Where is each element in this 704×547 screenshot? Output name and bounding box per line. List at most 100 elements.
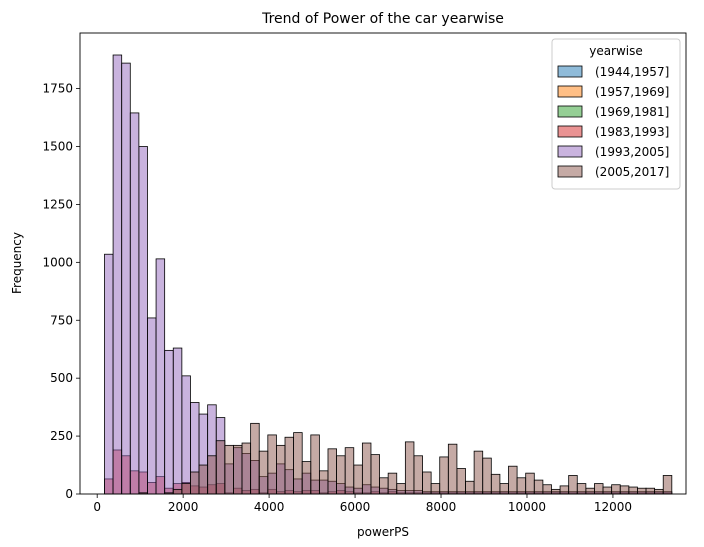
legend-swatch xyxy=(557,85,583,98)
x-axis-ticks: 0 2000 4000 6000 8000 10000 12000 xyxy=(93,494,632,514)
bar xyxy=(147,317,157,495)
legend-box xyxy=(551,38,681,190)
bar xyxy=(525,472,535,495)
bar xyxy=(465,480,475,495)
bar xyxy=(422,471,432,495)
bar xyxy=(628,486,638,495)
bar xyxy=(568,475,578,495)
bar xyxy=(447,443,458,495)
y-tick-label: 1250 xyxy=(42,197,73,211)
x-tick-label: 6000 xyxy=(340,500,371,514)
legend-swatch xyxy=(557,65,583,78)
bar xyxy=(594,483,604,495)
bar xyxy=(490,473,501,495)
chart-title: Trend of Power of the car yearwise xyxy=(261,11,504,27)
bar xyxy=(551,488,561,495)
x-tick-label: 10000 xyxy=(508,500,546,514)
plot-frame xyxy=(79,32,687,495)
bar xyxy=(181,483,191,495)
bar xyxy=(250,422,260,495)
bar xyxy=(619,485,630,495)
bar xyxy=(293,432,303,495)
bar xyxy=(576,483,587,495)
x-tick-label: 0 xyxy=(93,500,101,514)
bar xyxy=(327,448,337,495)
bar xyxy=(104,253,114,495)
bar xyxy=(430,483,441,495)
legend-swatch xyxy=(557,105,583,118)
bar xyxy=(542,484,552,495)
bar xyxy=(344,447,355,495)
bar xyxy=(181,375,191,495)
legend-swatch xyxy=(557,145,583,158)
bar xyxy=(482,457,492,495)
bar xyxy=(258,450,269,495)
legend-title: yearwise xyxy=(589,44,643,58)
bar xyxy=(155,258,166,495)
y-tick-label: 750 xyxy=(50,313,73,327)
bar xyxy=(138,146,148,495)
bar xyxy=(129,112,140,495)
bar xyxy=(267,434,277,495)
bar xyxy=(370,454,380,495)
bar xyxy=(276,444,286,495)
bar xyxy=(473,450,484,495)
bar xyxy=(172,347,183,495)
bar xyxy=(215,440,226,495)
bar xyxy=(112,54,123,495)
y-tick-label: 0 xyxy=(65,487,73,501)
bar xyxy=(224,444,234,495)
legend-label: (1944,1957] xyxy=(595,65,669,79)
legend: yearwise (1944,1957] (1957,1969] (1969,198… xyxy=(551,38,681,190)
bar xyxy=(198,464,209,495)
bar xyxy=(233,444,243,495)
x-tick-label: 4000 xyxy=(254,500,285,514)
bar xyxy=(439,456,449,495)
bar xyxy=(456,468,466,495)
bar xyxy=(508,465,518,495)
y-tick-label: 1500 xyxy=(42,140,73,154)
bar xyxy=(637,487,647,495)
bar xyxy=(654,488,664,495)
x-tick-label: 8000 xyxy=(426,500,457,514)
bar xyxy=(241,442,252,495)
bar xyxy=(396,483,406,495)
y-axis-ticks: 0 250 500 750 1000 1250 1500 1750 xyxy=(42,82,80,501)
y-tick-label: 250 xyxy=(50,429,73,443)
bar xyxy=(585,487,595,495)
legend-label: (2005,2017] xyxy=(595,165,669,179)
x-tick-label: 12000 xyxy=(594,500,632,514)
bar xyxy=(190,471,200,495)
bar xyxy=(121,62,131,495)
bar xyxy=(516,477,527,495)
bar xyxy=(172,488,183,495)
legend-label: (1993,2005] xyxy=(595,145,669,159)
legend-label: (1969,1981] xyxy=(595,105,669,119)
bar xyxy=(318,470,329,495)
bar xyxy=(301,461,312,495)
y-tick-label: 500 xyxy=(50,371,73,385)
bar xyxy=(611,484,621,495)
x-tick-label: 2000 xyxy=(168,500,199,514)
bar xyxy=(602,486,613,495)
legend-swatch xyxy=(557,165,583,178)
bar xyxy=(559,485,570,495)
bar xyxy=(164,349,174,495)
bar xyxy=(662,475,673,495)
bar xyxy=(361,442,372,495)
legend-label: (1983,1993] xyxy=(595,125,669,139)
bar xyxy=(645,487,656,495)
bar xyxy=(284,436,295,495)
y-tick-label: 1000 xyxy=(42,255,73,269)
legend-items: (1944,1957] (1957,1969] (1969,1981] (1983,1… xyxy=(557,65,669,179)
bar xyxy=(310,434,320,495)
legend-swatch xyxy=(557,125,583,138)
bar xyxy=(207,455,217,495)
bar xyxy=(413,455,423,495)
y-axis-label: Frequency xyxy=(10,232,24,294)
bar xyxy=(404,441,415,495)
bar xyxy=(379,477,389,495)
bar xyxy=(387,472,398,495)
bar xyxy=(336,455,346,495)
y-tick-label: 1750 xyxy=(42,82,73,96)
